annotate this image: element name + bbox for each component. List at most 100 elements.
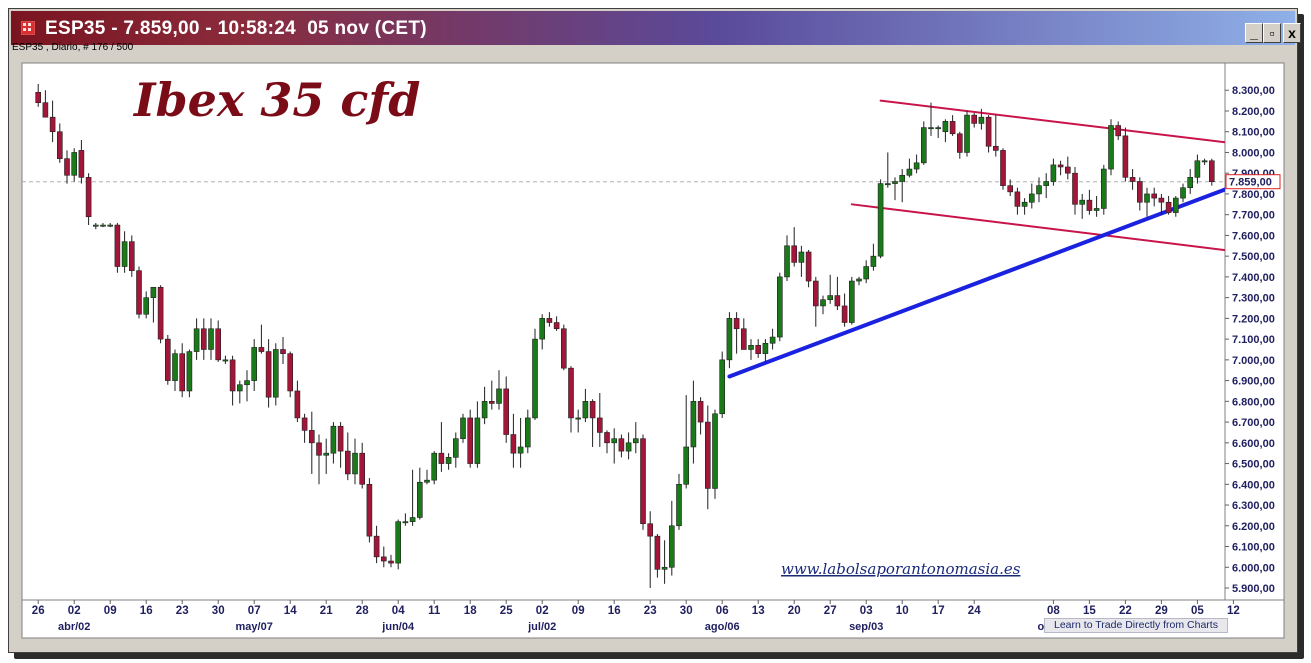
- candle-bear: [114, 224, 121, 267]
- x-month-label: ago/06: [705, 621, 740, 633]
- candle-bear: [654, 535, 661, 570]
- candle-bull: [424, 479, 430, 483]
- candle-bear: [201, 328, 207, 350]
- x-tick-label: 18: [464, 605, 477, 617]
- x-tick-label: 04: [392, 605, 405, 617]
- candle-bull: [582, 401, 589, 419]
- x-month-label: abr/02: [58, 621, 90, 633]
- candle-bull: [460, 417, 466, 439]
- candle-bull: [1201, 160, 1208, 163]
- candle-bull: [877, 183, 884, 257]
- candle-bear: [359, 452, 366, 485]
- candle-bull: [1101, 168, 1107, 209]
- close-button[interactable]: x: [1283, 23, 1301, 43]
- y-tick-label: 8.200,00: [1232, 106, 1275, 118]
- candle-bear: [438, 452, 445, 464]
- candle-bear: [265, 351, 272, 398]
- y-tick-label: 6.300,00: [1232, 500, 1275, 512]
- candle-bear: [805, 251, 812, 282]
- channel-lower-line: [850, 203, 1225, 252]
- candle-bull: [121, 241, 128, 267]
- window-title: ESP35 - 7.859,00 - 10:58:24 05 nov (CET): [45, 18, 427, 39]
- candle-bull: [870, 255, 877, 267]
- y-tick-label: 6.100,00: [1232, 542, 1275, 554]
- candle-bull: [1194, 160, 1201, 178]
- candle-bear: [647, 523, 654, 537]
- candle-bear: [1014, 191, 1021, 207]
- candle-bear: [287, 353, 294, 392]
- x-tick-label: 16: [608, 605, 621, 617]
- candle-bull: [611, 438, 618, 444]
- candle-bear: [812, 280, 819, 307]
- candle-bull: [517, 446, 524, 454]
- candle-bull: [143, 297, 149, 315]
- candle-bull: [251, 347, 257, 381]
- y-axis-panel: [1224, 62, 1285, 601]
- title-bar[interactable]: ESP35 - 7.859,00 - 10:58:24 05 nov (CET)…: [11, 11, 1301, 45]
- candle-bull: [1050, 164, 1057, 182]
- candle-bear: [755, 345, 762, 354]
- x-tick-label: 28: [356, 605, 369, 617]
- candle-bear: [560, 328, 567, 369]
- x-month-label: jun/04: [381, 621, 415, 633]
- candle-bear: [308, 430, 315, 444]
- last-price-box: [1225, 174, 1281, 190]
- channel-upper-line: [879, 99, 1225, 144]
- candles-layer: [35, 84, 1215, 588]
- x-axis: 26 02 abr/02 09 16 23 30 07 may/07 14 21 28 04 jun/04…: [32, 600, 1240, 633]
- candle-bull: [208, 328, 214, 350]
- y-tick-label: 7.000,00: [1232, 355, 1275, 367]
- candle-bear: [42, 102, 49, 118]
- credit-label: Learn to Trade Directly from Charts: [1044, 618, 1228, 633]
- x-tick-label: 20: [788, 605, 801, 617]
- candle-bull: [474, 417, 481, 464]
- x-tick-label: 30: [680, 605, 693, 617]
- candle-bear: [568, 367, 574, 419]
- x-tick-label: 02: [68, 605, 81, 617]
- y-tick-label: 6.900,00: [1232, 376, 1275, 388]
- plot-area: [21, 62, 1226, 601]
- candle-bear: [733, 318, 740, 330]
- candle-bull: [193, 328, 200, 352]
- x-tick-label: 02: [536, 605, 549, 617]
- candle-bear: [1158, 197, 1165, 203]
- candle-bull: [798, 251, 805, 263]
- candle-bear: [618, 438, 625, 452]
- candle-bear: [380, 556, 387, 562]
- candle-bear: [956, 133, 963, 153]
- candle-bull: [445, 457, 452, 464]
- y-tick-label: 7.200,00: [1232, 313, 1275, 325]
- candle-bear: [280, 349, 286, 354]
- uptrend-line: [727, 187, 1225, 379]
- x-month-label: jul/02: [527, 621, 556, 633]
- candle-bear: [179, 353, 185, 392]
- candle-bull: [172, 353, 178, 381]
- candle-bull: [524, 417, 531, 448]
- candle-bull: [942, 121, 949, 133]
- candle-bear: [697, 401, 704, 423]
- candle-bear: [344, 450, 351, 475]
- candle-bear: [78, 150, 85, 178]
- restore-button[interactable]: ▫: [1263, 23, 1281, 43]
- candle-bull: [481, 401, 488, 419]
- candle-bull: [683, 446, 690, 485]
- y-tick-label: 6.200,00: [1232, 521, 1275, 533]
- watermark-link[interactable]: www.labolsaporantonomasia.es: [781, 560, 1021, 578]
- candle-bull: [1036, 185, 1042, 195]
- candle-bear: [1122, 135, 1129, 178]
- candle-bull: [431, 452, 438, 481]
- x-tick-label: 06: [716, 605, 729, 617]
- app-icon: [21, 21, 35, 35]
- x-tick-label: 14: [284, 605, 297, 617]
- candle-bear: [791, 245, 798, 263]
- minimize-button[interactable]: _: [1245, 23, 1263, 43]
- candle-bear: [388, 560, 394, 564]
- candle-bull: [416, 481, 423, 518]
- candle-bull: [1187, 177, 1193, 189]
- candle-bear: [640, 438, 646, 525]
- candle-bear: [1086, 199, 1093, 211]
- last-price-label: 7.859,00: [1229, 177, 1272, 189]
- y-tick-label: 8.000,00: [1232, 147, 1275, 159]
- candle-bull: [222, 359, 229, 362]
